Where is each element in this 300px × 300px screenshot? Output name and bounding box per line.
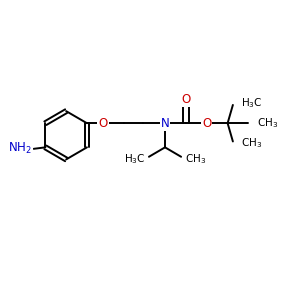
Text: H$_3$C: H$_3$C [124,152,146,166]
Text: O: O [182,93,191,106]
Text: O: O [202,117,211,130]
Text: O: O [98,117,108,130]
Text: CH$_3$: CH$_3$ [184,152,206,166]
Text: H$_3$C: H$_3$C [241,97,262,110]
Text: CH$_3$: CH$_3$ [241,136,262,150]
Text: CH$_3$: CH$_3$ [257,116,278,130]
Text: N: N [160,117,169,130]
Text: NH$_2$: NH$_2$ [8,141,32,156]
